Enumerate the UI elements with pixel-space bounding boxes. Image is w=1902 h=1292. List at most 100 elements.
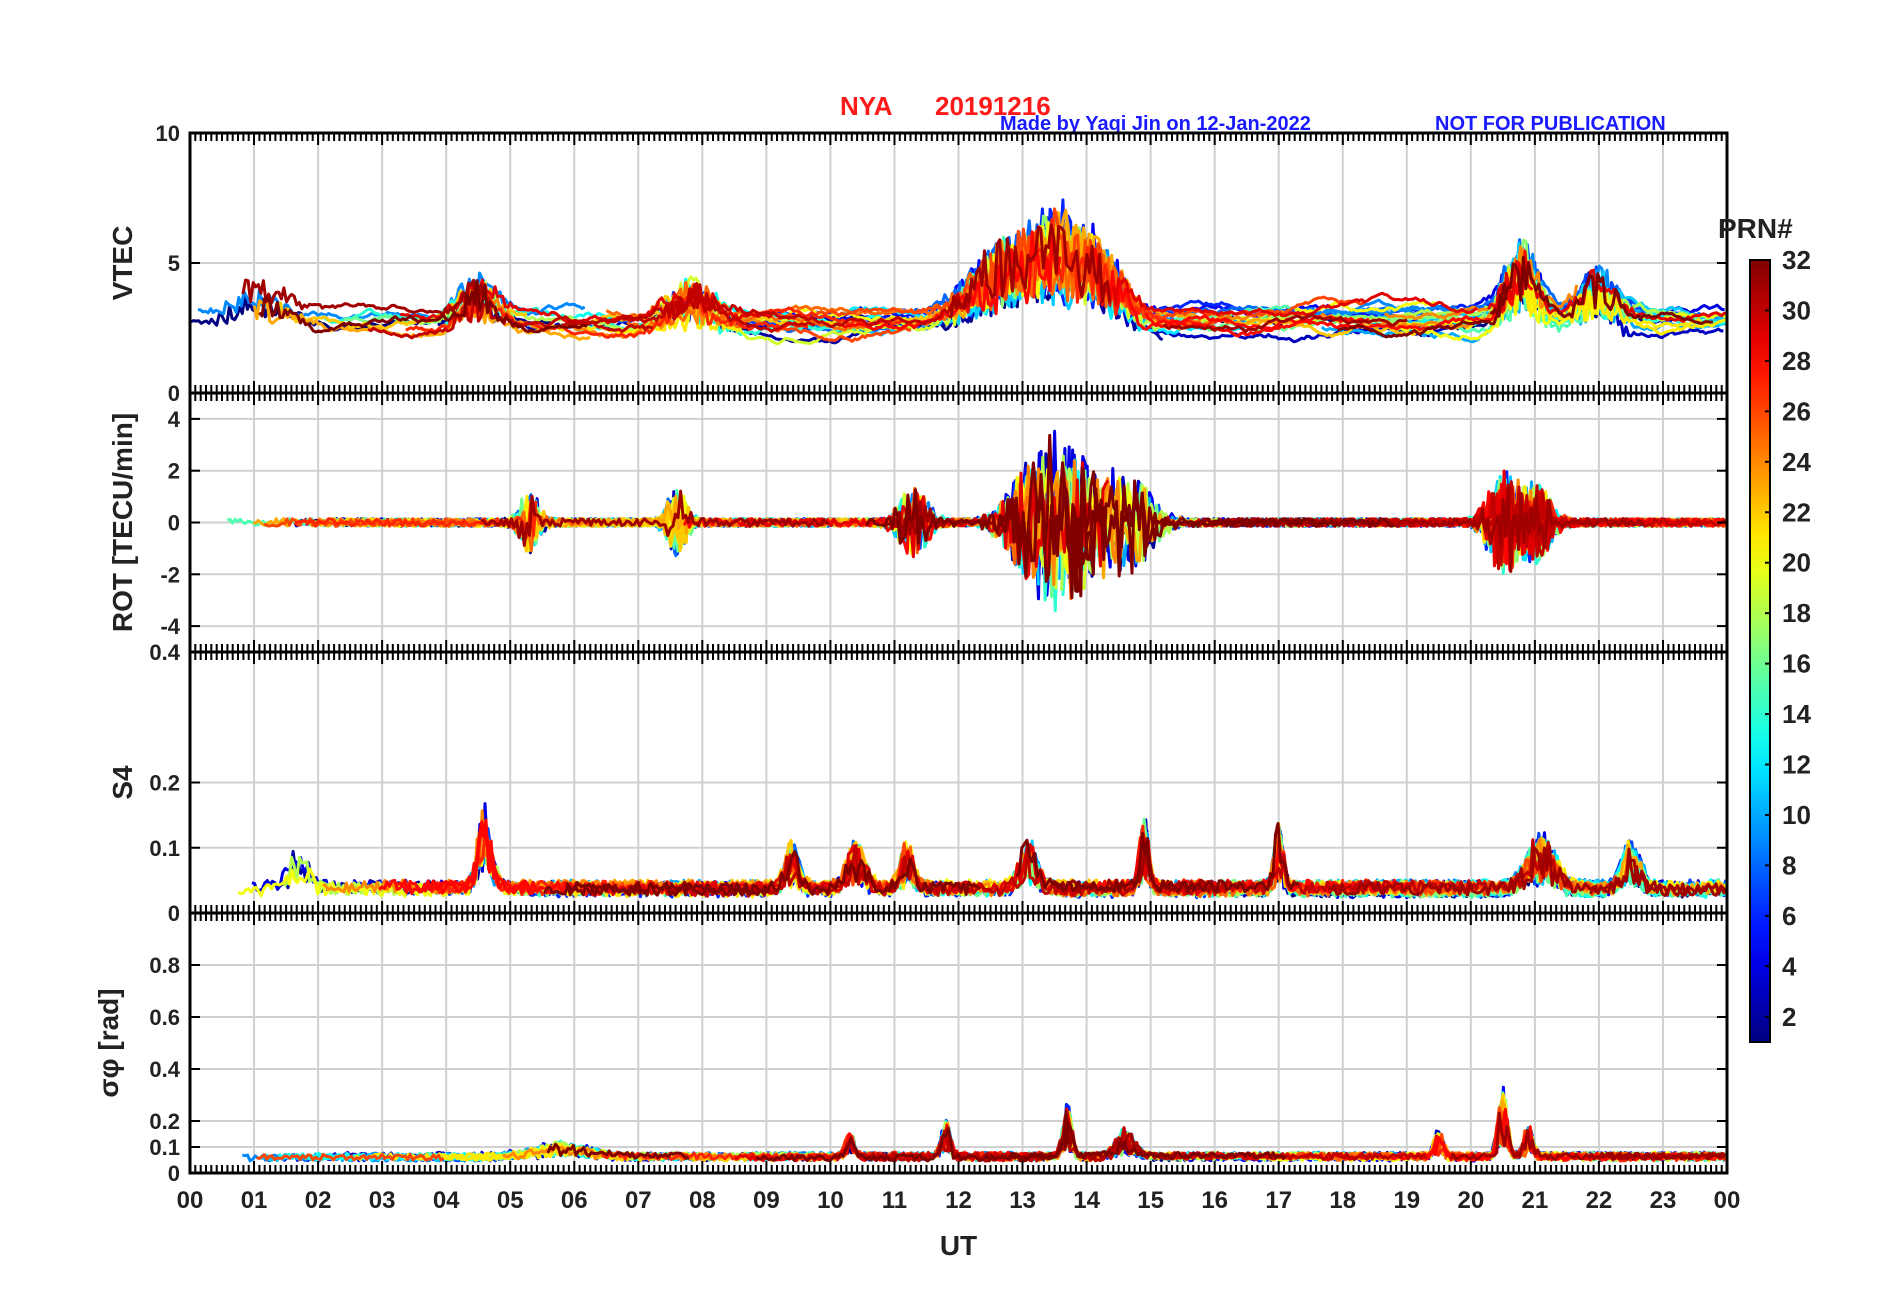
traces-vtec	[190, 198, 1727, 346]
y-axis-label: VTEC	[107, 226, 138, 301]
trace-prn-24	[322, 809, 732, 895]
panel-rot: -4 -2 0 2 4 ROT [TECU/min]	[107, 391, 1729, 654]
traces-rot	[226, 429, 1727, 613]
trace-prn-26	[256, 1152, 445, 1162]
x-tick-label: 23	[1650, 1187, 1677, 1214]
trace-prn-11	[632, 489, 1040, 586]
colorbar-tick-label: 6	[1782, 901, 1796, 931]
traces-s4	[237, 802, 1727, 900]
trace-prn-32	[546, 1142, 690, 1160]
figure-title: NYA 20191216 Made by Yaqi Jin on 12-Jan-…	[840, 91, 1666, 135]
y-axis-label: σφ [rad]	[93, 988, 124, 1097]
y-tick-label: -2	[160, 562, 180, 587]
trace-prn-11	[1401, 1091, 1727, 1162]
x-tick-label: 14	[1073, 1187, 1100, 1214]
x-tick-label: 19	[1393, 1187, 1420, 1214]
trace-prn-26	[774, 326, 912, 343]
x-tick-label: 03	[369, 1187, 396, 1214]
y-tick-label: 0.1	[149, 1135, 180, 1160]
colorbar-tick-label: 10	[1782, 800, 1811, 830]
traces-sigphi	[242, 1085, 1727, 1163]
trace-prn-25	[410, 509, 594, 553]
colorbar-tick-label: 2	[1782, 1002, 1796, 1032]
notice-text: NOT FOR PUBLICATION	[1435, 113, 1666, 135]
trace-prn-31	[1589, 858, 1727, 898]
x-axis: 00 01 02 03 04 05 06 07 08 09 10 11 12 13 14 15 16 17 18 19…	[177, 1187, 1741, 1261]
y-tick-label: -4	[160, 614, 180, 639]
trace-prn-23	[562, 495, 861, 535]
trace-prn-6	[1125, 244, 1531, 319]
trace-prn-32	[1071, 467, 1394, 598]
x-axis-label: UT	[940, 1230, 977, 1261]
colorbar-scale	[1749, 259, 1771, 1043]
y-tick-label: 0	[168, 381, 180, 406]
trace-prn-32	[1015, 821, 1300, 894]
x-tick-label: 08	[689, 1187, 716, 1214]
x-tick-label: 15	[1137, 1187, 1164, 1214]
colorbar-tick-label: 4	[1782, 951, 1797, 981]
panel-vtec: 0 5 10 VTEC	[107, 121, 1729, 406]
colorbar-tick-label: 22	[1782, 497, 1811, 527]
trace-prn-32	[865, 461, 1101, 600]
trace-prn-31	[1162, 313, 1408, 333]
y-tick-label: 0	[168, 901, 180, 926]
trace-prn-31	[480, 489, 830, 547]
y-axis-label: ROT [TECU/min]	[107, 413, 138, 632]
date-title: 20191216	[935, 91, 1051, 121]
y-tick-label: 4	[168, 407, 181, 432]
colorbar-tick-label: 30	[1782, 295, 1811, 325]
x-tick-label: 00	[1714, 1187, 1741, 1214]
colorbar-tick-label: 14	[1782, 699, 1811, 729]
station-title: NYA	[840, 91, 893, 121]
y-tick-label: 0.4	[149, 1057, 180, 1082]
colorbar-tick-label: 16	[1782, 649, 1811, 679]
colorbar-tick-label: 20	[1782, 548, 1811, 578]
x-tick-label: 01	[241, 1187, 268, 1214]
x-tick-label: 10	[817, 1187, 844, 1214]
panel-sigphi: 00.10.2 0.4 0.6 0.8 σφ [rad]	[93, 911, 1729, 1186]
x-tick-label: 18	[1329, 1187, 1356, 1214]
y-axis-label: S4	[107, 765, 138, 800]
y-tick-label: 0	[168, 1161, 180, 1186]
credit-text: Made by Yaqi Jin on 12-Jan-2022	[1000, 113, 1311, 135]
trace-prn-29	[1111, 277, 1478, 318]
colorbar-tick-label: 24	[1782, 447, 1811, 477]
colorbar-tick-label: 18	[1782, 598, 1811, 628]
trace-prn-3	[1115, 286, 1407, 344]
x-tick-label: 05	[497, 1187, 524, 1214]
x-tick-label: 06	[561, 1187, 588, 1214]
x-minor-ticks	[189, 133, 1728, 393]
y-tick-label: 0.2	[149, 1109, 180, 1134]
x-tick-label: 22	[1586, 1187, 1613, 1214]
x-tick-label: 13	[1009, 1187, 1036, 1214]
y-tick-label: 2	[168, 459, 180, 484]
colorbar-tick-label: 12	[1782, 750, 1811, 780]
y-tick-label: 5	[168, 251, 180, 276]
x-tick-label: 09	[753, 1187, 780, 1214]
trace-prn-31	[948, 223, 1112, 319]
trace-prn-28	[378, 820, 537, 894]
x-tick-label: 16	[1201, 1187, 1228, 1214]
trace-prn-5	[408, 500, 858, 535]
x-minor-ticks	[189, 393, 1728, 652]
y-tick-label: 0.8	[149, 953, 180, 978]
x-tick-label: 07	[625, 1187, 652, 1214]
y-tick-label: 10	[156, 121, 180, 146]
trace-prn-32	[1008, 1121, 1288, 1161]
trace-prn-32	[258, 279, 588, 334]
x-tick-label: 04	[433, 1187, 460, 1214]
trace-prn-32	[543, 882, 772, 897]
trace-prn-31	[241, 278, 486, 316]
x-minor-ticks	[189, 652, 1728, 913]
y-tick-label: 0.6	[149, 1005, 180, 1030]
trace-prn-30	[1244, 1151, 1428, 1161]
x-tick-label: 12	[945, 1187, 972, 1214]
x-tick-label: 20	[1457, 1187, 1484, 1214]
panel-s4: 0 0.1 0.2 0.4 S4	[107, 640, 1729, 926]
x-tick-label: 02	[305, 1187, 332, 1214]
x-tick-label: 17	[1265, 1187, 1292, 1214]
y-tick-label: 0	[168, 511, 180, 536]
